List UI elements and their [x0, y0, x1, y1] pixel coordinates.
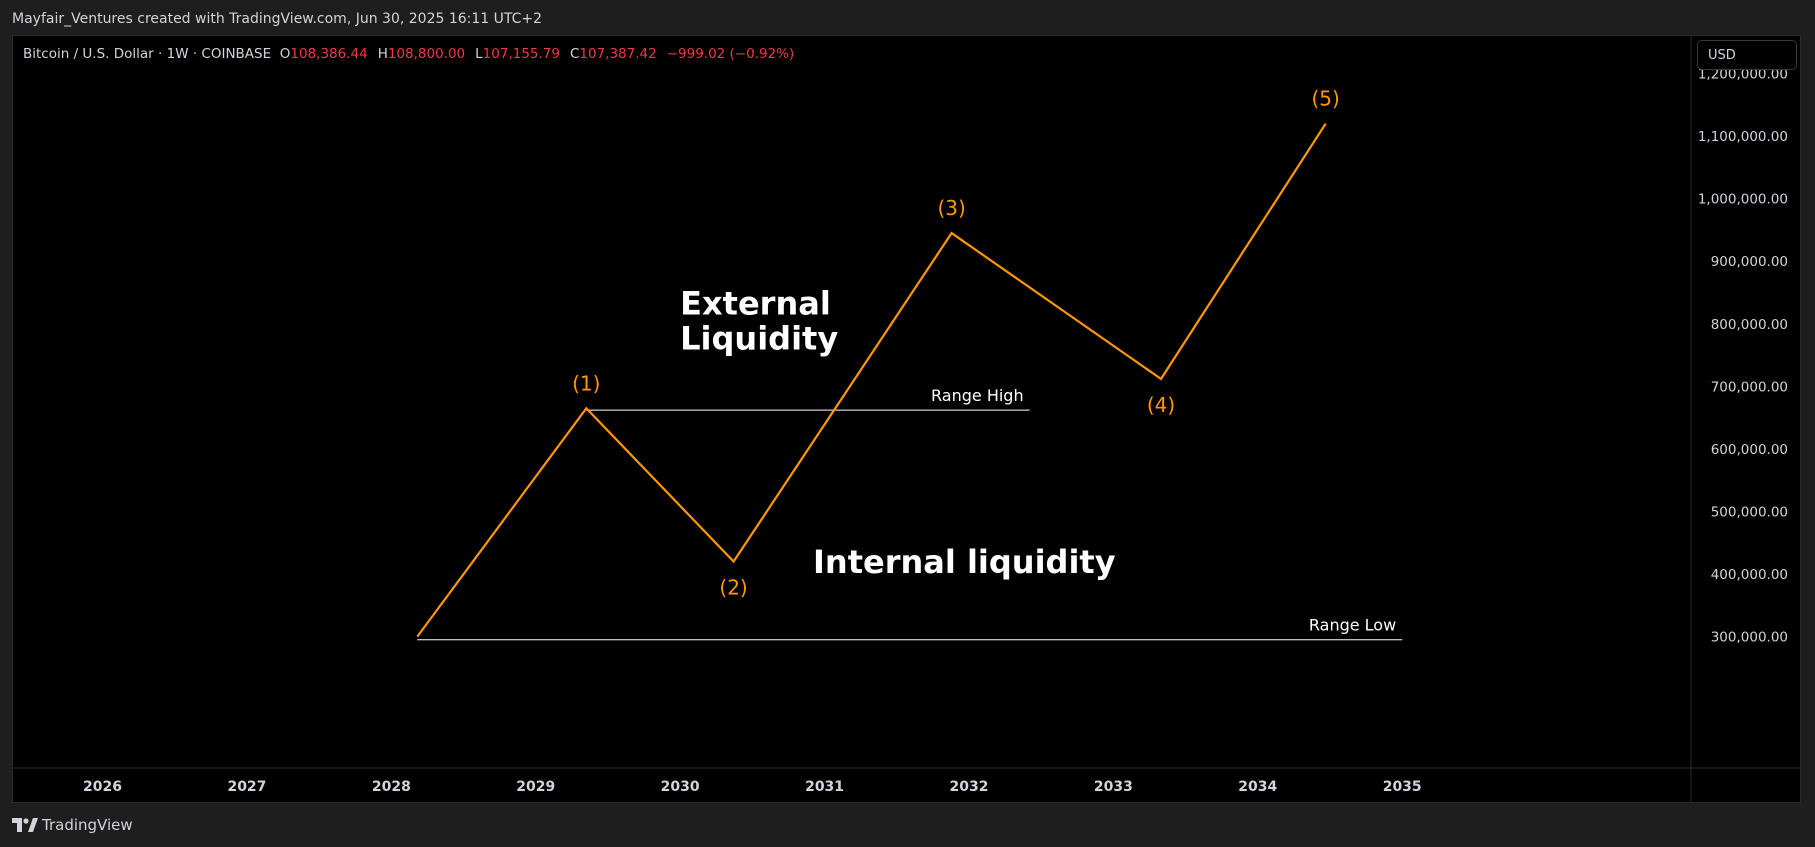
- price-axis[interactable]: 300,000.00 400,000.00 500,000.00 600,000.00…: [1698, 67, 1788, 646]
- chart-frame[interactable]: [12, 35, 1801, 803]
- annotation-line: Liquidity: [680, 319, 838, 357]
- chart-attribution: Mayfair_Ventures created with TradingVie…: [12, 11, 543, 27]
- x-tick-label: 2028: [372, 779, 411, 795]
- wave-label: (5): [1311, 87, 1339, 111]
- x-tick-label: 2034: [1238, 779, 1277, 795]
- range-line-label: Range High: [931, 386, 1024, 405]
- tradingview-brand[interactable]: TradingView: [12, 816, 133, 834]
- wave-label: (4): [1147, 393, 1175, 417]
- liquidity-annotation: Internal liquidity: [813, 543, 1116, 581]
- x-tick-label: 2030: [661, 779, 700, 795]
- wave-labels: (1) (2) (3) (4) (5): [572, 87, 1340, 600]
- wave-label: (1): [572, 371, 600, 395]
- x-tick-label: 2027: [227, 779, 266, 795]
- x-tick-label: 2031: [805, 779, 844, 795]
- wave-label: (3): [937, 196, 965, 220]
- y-tick-label: 1,000,000.00: [1698, 192, 1788, 208]
- range-line-label: Range Low: [1309, 616, 1396, 635]
- high-value: 108,800.00: [387, 46, 466, 62]
- annotation-line: External: [680, 284, 831, 322]
- chart-annotations: External Liquidity Internal liquidity: [680, 284, 1116, 580]
- wave-series: [416, 123, 1327, 638]
- annotation-line: Internal liquidity: [813, 543, 1116, 581]
- range-lines: Range High Range Low: [417, 386, 1403, 641]
- close-value: 107,387.42: [579, 46, 657, 62]
- y-tick-label: 600,000.00: [1711, 442, 1788, 458]
- symbol-name[interactable]: Bitcoin / U.S. Dollar · 1W · COINBASE: [23, 46, 272, 62]
- high-key: H: [377, 46, 388, 62]
- tradingview-logo-icon: [12, 818, 38, 832]
- close-key: C: [569, 46, 580, 62]
- liquidity-annotation: External Liquidity: [680, 284, 838, 357]
- y-tick-label: 300,000.00: [1711, 630, 1788, 646]
- y-tick-label: 900,000.00: [1711, 254, 1788, 270]
- change-value: −999.02 (−0.92%): [666, 46, 795, 62]
- time-axis[interactable]: 2026 2027 2028 2029 2030 2031 2032 2033 2034 2035: [83, 779, 1422, 795]
- x-tick-label: 2026: [83, 779, 122, 795]
- y-tick-label: 700,000.00: [1711, 379, 1788, 395]
- wave-line[interactable]: [416, 123, 1327, 638]
- low-key: L: [475, 46, 483, 62]
- y-tick-label: 500,000.00: [1711, 504, 1788, 520]
- y-tick-label: 800,000.00: [1711, 317, 1788, 333]
- x-tick-label: 2029: [516, 779, 555, 795]
- currency-button[interactable]: USD: [1697, 40, 1797, 70]
- wave-label: (2): [719, 576, 747, 600]
- y-tick-label: 1,100,000.00: [1698, 129, 1788, 145]
- low-value: 107,155.79: [482, 46, 560, 62]
- y-tick-label: 1,200,000.00: [1698, 67, 1788, 83]
- symbol-legend[interactable]: Bitcoin / U.S. Dollar · 1W · COINBASE O1…: [23, 46, 804, 62]
- y-tick-label: 400,000.00: [1711, 567, 1788, 583]
- brand-name: TradingView: [42, 816, 133, 834]
- open-value: 108,386.44: [290, 46, 368, 62]
- x-tick-label: 2035: [1383, 779, 1422, 795]
- x-tick-label: 2033: [1094, 779, 1133, 795]
- x-tick-label: 2032: [949, 779, 988, 795]
- open-key: O: [279, 46, 291, 62]
